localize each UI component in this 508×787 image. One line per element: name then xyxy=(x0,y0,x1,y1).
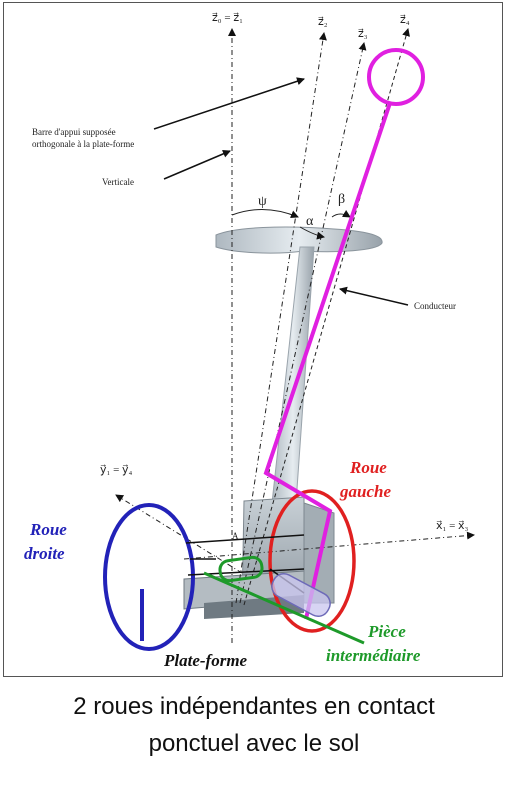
label-x1: x⃗₁ = x⃗₃ xyxy=(436,520,469,532)
label-z2: z⃗₂ xyxy=(318,16,328,28)
label-z4: z⃗₄ xyxy=(400,14,410,26)
caption: 2 roues indépendantes en contact ponctue… xyxy=(0,688,508,762)
label-roue-droite-2: droite xyxy=(24,544,65,563)
annotation-barre-2: orthogonale à la plate-forme xyxy=(32,139,134,149)
annotation-barre-1: Barre d'appui supposée xyxy=(32,127,116,137)
label-roue-gauche-2: gauche xyxy=(339,482,391,501)
piece-cylinder xyxy=(218,555,264,583)
axis-z2 xyxy=(235,32,327,604)
piece-shaft xyxy=(203,571,365,645)
label-piece-2: intermédiaire xyxy=(326,646,421,665)
roue-droite xyxy=(103,503,195,651)
steering-column xyxy=(271,246,315,504)
arc-alpha xyxy=(299,226,325,240)
conducteur xyxy=(263,48,425,620)
point-a: A xyxy=(232,531,239,541)
arc-beta xyxy=(331,209,351,218)
angle-alpha: α xyxy=(306,214,314,229)
label-piece-1: Pièce xyxy=(367,622,406,641)
arc-psi xyxy=(231,208,299,219)
annotation-verticale: Verticale xyxy=(102,177,134,187)
angle-beta: β xyxy=(338,192,345,207)
segway-diagram: z⃗₀ = z⃗₁ z⃗₂ z⃗₃ z⃗₄ x⃗₁ = x⃗₃ y⃗₁ = y⃗… xyxy=(24,12,475,670)
label-roue-droite-1: Roue xyxy=(29,520,67,539)
label-roue-gauche-1: Roue xyxy=(349,458,387,477)
annotation-conducteur: Conducteur xyxy=(414,301,456,311)
arrow-conducteur xyxy=(339,286,409,306)
arrow-barre xyxy=(153,77,305,130)
caption-line-2: ponctuel avec le sol xyxy=(148,730,360,757)
piece-intermediaire xyxy=(203,555,365,645)
roue-droite-ellipse xyxy=(103,503,195,651)
label-plate-forme: Plate-forme xyxy=(163,651,248,670)
label-z0: z⃗₀ = z⃗₁ xyxy=(212,12,243,24)
angle-psi: ψ xyxy=(258,194,267,209)
diagram-frame: z⃗₀ = z⃗₁ z⃗₂ z⃗₃ z⃗₄ x⃗₁ = x⃗₃ y⃗₁ = y⃗… xyxy=(3,2,503,677)
handlebar xyxy=(215,226,383,254)
arrow-verticale xyxy=(163,150,231,180)
roue-gauche-ellipse xyxy=(268,489,356,633)
label-y1: y⃗₁ = y⃗₄ xyxy=(100,464,133,476)
axis-x1 xyxy=(183,531,475,560)
link-cylinder xyxy=(271,572,331,618)
caption-line-1: 2 roues indépendantes en contact xyxy=(73,693,435,720)
conducteur-head xyxy=(367,48,425,106)
label-z3: z⃗₃ xyxy=(358,28,368,40)
conducteur-body xyxy=(263,102,392,620)
